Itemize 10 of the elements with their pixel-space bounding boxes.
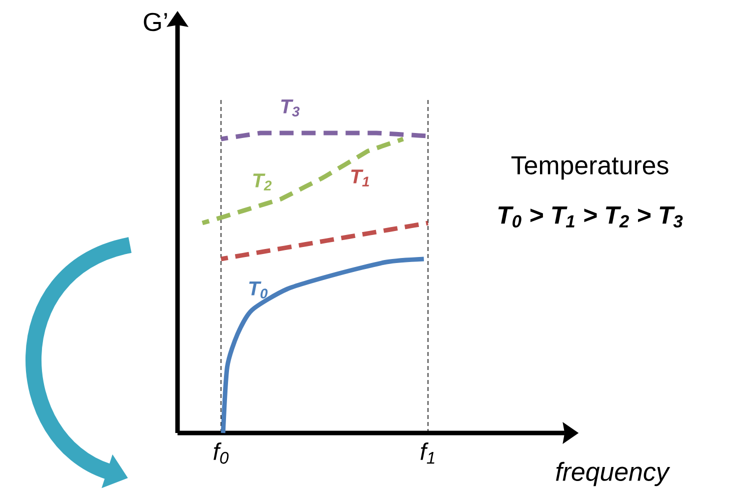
series-label: T$_{3}$	[281, 100, 300, 116]
series-label: T$_{2}$	[253, 174, 272, 190]
x-tick-label: f$_{1}$	[420, 442, 434, 464]
annotation: Temperatures	[511, 156, 668, 180]
series-label: T$_{0}$	[249, 282, 268, 298]
x-axis-title: frequency	[556, 462, 670, 486]
x-tick-label: f$_{0}$	[214, 442, 229, 464]
text: T$_{1}$	[351, 170, 369, 186]
y-axis-title: G’	[144, 12, 167, 32]
annotation: T$_{0}$ > T$_{1}$ > T$_{2}$ > T$_{3}$	[498, 206, 683, 228]
